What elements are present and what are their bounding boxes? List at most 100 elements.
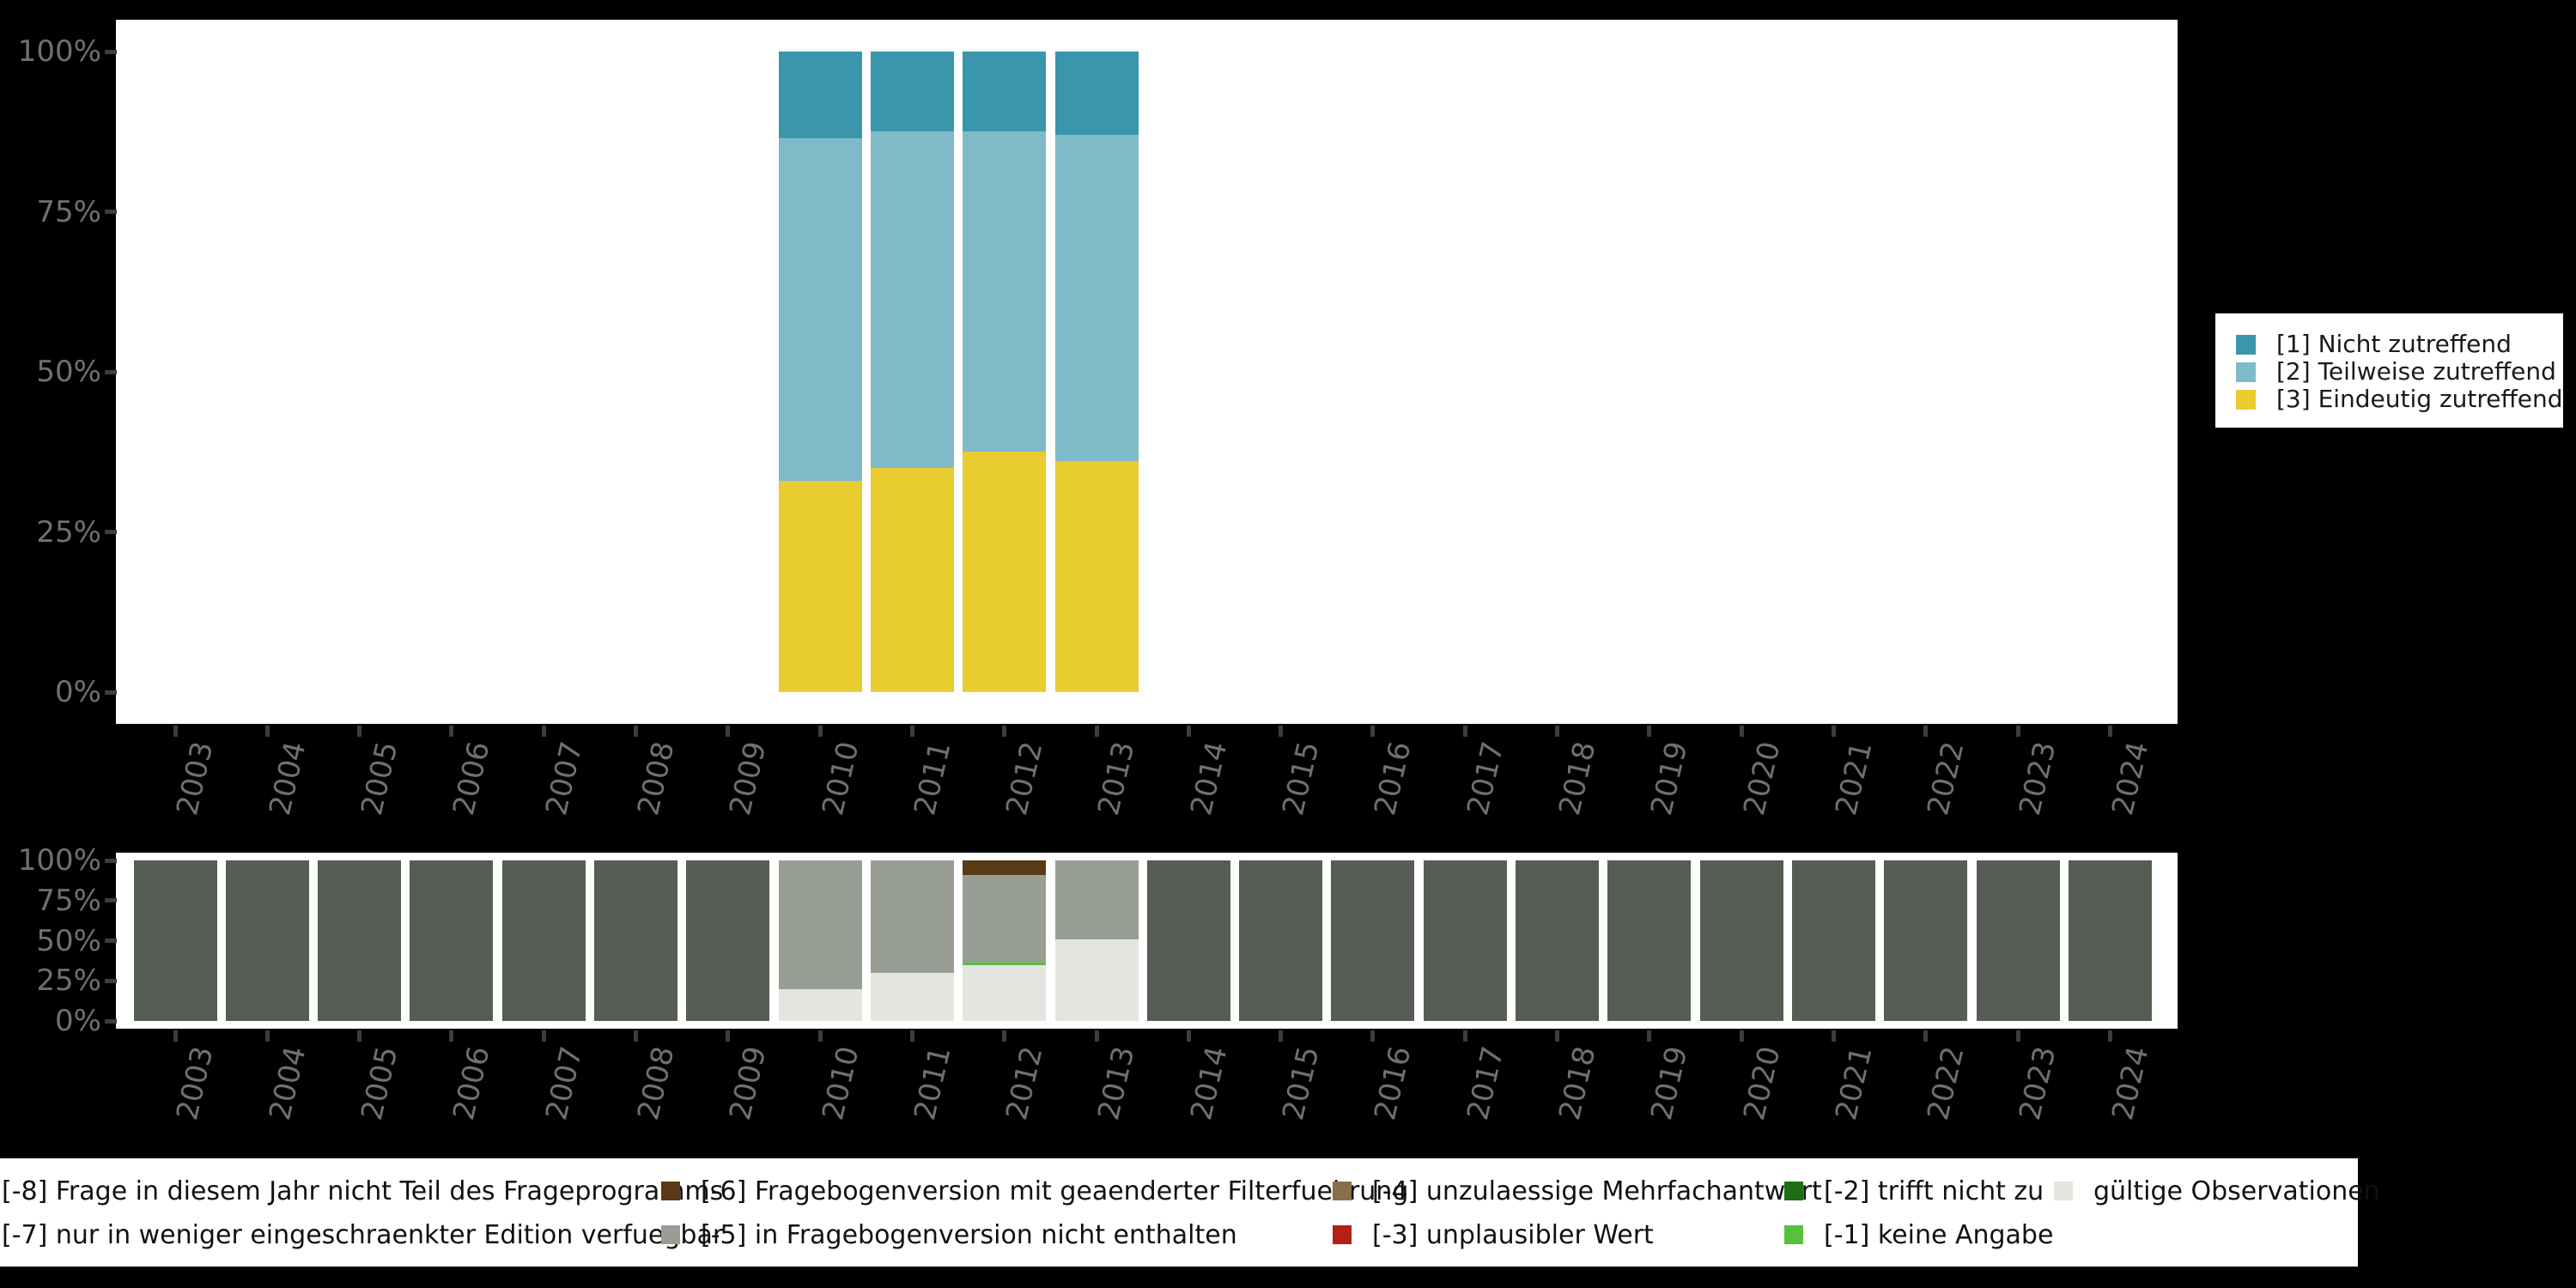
bottom-chart-y-tick-label: 0% [55,1004,101,1038]
bottom-chart-y-tick-label: 100% [17,843,101,878]
top-chart-x-tick [173,726,178,737]
missing-legend-swatch [661,1225,680,1244]
missing-legend-swatch [1333,1225,1352,1244]
bottom-chart-x-tick-label: 2016 [1368,1043,1419,1124]
top-chart-x-tick-label: 2020 [1736,738,1788,819]
top-chart-x-tick-label: 2010 [815,738,866,819]
top-chart-x-tick [1739,726,1744,737]
bottom-chart-x-tick-label: 2010 [815,1043,866,1124]
missing-legend-item: [-7] nur in weniger eingeschraenkter Edi… [2,1218,723,1252]
missing-legend-label: [-5] in Fragebogenversion nicht enthalte… [701,1219,1237,1250]
missing-legend-swatch [1784,1182,1803,1200]
missing-legend-label: [-2] trifft nicht zu [1824,1176,2044,1206]
bar-segment-2006 [410,860,494,1021]
bottom-chart-x-tick [173,1030,178,1042]
bottom-chart-x-tick [1002,1030,1007,1042]
bar-segment-2010 [778,988,862,1021]
top-chart-x-tick-label: 2007 [538,738,590,819]
bar-segment-2011 [870,467,954,692]
top-chart-x-tick-label: 2014 [1183,738,1235,819]
missing-legend-item: [-5] in Fragebogenversion nicht enthalte… [661,1218,1237,1252]
bottom-chart-x-tick [817,1030,823,1042]
top-chart-x-tick-label: 2024 [2105,738,2156,819]
top-chart-x-tick-label: 2016 [1368,738,1419,819]
top-chart-x-tick-label: 2006 [447,738,497,819]
top-chart-x-tick [357,726,362,737]
bottom-chart-x-tick [1370,1030,1376,1042]
bar-segment-2013 [1054,52,1139,135]
legend-item: [2] Teilweise zutreffend [2236,358,2563,386]
bar-segment-2010 [778,52,862,138]
missing-legend-label: [-3] unplausibler Wert [1372,1219,1654,1250]
bar-segment-2019 [1607,860,1692,1021]
missing-legend-item: [-8] Frage in diesem Jahr nicht Teil des… [2,1174,723,1208]
missing-legend-item: [-3] unplausibler Wert [1333,1218,1654,1252]
missing-legend-swatch [2054,1182,2073,1200]
bottom-chart-x-tick [909,1030,914,1042]
bottom-chart-x-tick-label: 2023 [2013,1043,2063,1124]
top-chart-x-tick-label: 2023 [2013,738,2063,819]
bar-segment-2013 [1054,939,1139,1021]
top-chart-x-tick-label: 2003 [170,738,221,819]
top-chart-x-tick-label: 2015 [1276,738,1327,819]
bottom-chart-y-tick [105,898,117,903]
bottom-chart-x-tick-label: 2021 [1828,1043,1880,1124]
bar-segment-2011 [870,860,954,973]
bottom-chart-x-tick-label: 2011 [907,1043,958,1124]
missing-legend-swatch [1784,1225,1803,1244]
bar-segment-2023 [1976,860,2060,1021]
bar-segment-2012 [963,860,1047,875]
bar-segment-2013 [1054,461,1139,692]
top-chart-x-tick [726,726,731,737]
top-chart-x-tick [2015,726,2020,737]
top-chart-x-tick-label: 2005 [355,738,405,819]
legend-item: [3] Eindeutig zutreffend [2236,386,2563,413]
bottom-chart-x-tick-label: 2017 [1460,1043,1511,1124]
bar-segment-2014 [1146,860,1230,1021]
top-chart-y-tick-label: 50% [36,355,101,389]
top-chart-x-tick [1370,726,1376,737]
top-chart-y-tick [105,49,117,54]
bottom-chart-x-tick-label: 2004 [262,1043,313,1124]
top-chart-x-tick [1094,726,1099,737]
bottom-chart-x-tick-label: 2008 [631,1043,682,1124]
bottom-chart-x-tick-label: 2024 [2105,1043,2156,1124]
missing-legend-item: [-4] unzulaessige Mehrfachantwort [1333,1174,1822,1208]
bottom-chart-x-tick [541,1030,546,1042]
legend-swatch [2236,334,2256,355]
bottom-chart-x-tick [2107,1030,2112,1042]
bar-segment-2012 [963,962,1047,965]
bottom-chart-x-tick-label: 2014 [1183,1043,1235,1124]
top-chart-y-tick-label: 75% [36,194,101,229]
legend-swatch [2236,389,2256,410]
bar-segment-2018 [1516,860,1599,1021]
legend-label: [1] Nicht zutreffend [2276,330,2512,358]
top-chart-x-tick [1831,726,1836,737]
top-chart-y-tick-label: 25% [36,514,101,550]
top-chart-x-tick [1647,726,1652,737]
bottom-chart-x-tick-label: 2019 [1644,1043,1695,1124]
missing-legend-label: [-6] Fragebogenversion mit geaenderter F… [701,1176,1409,1206]
bar-segment-2010 [778,860,862,989]
bottom-chart-x-tick-label: 2007 [538,1043,590,1124]
bottom-chart-x-tick [449,1030,454,1042]
missing-legend-item: [-1] keine Angabe [1784,1218,2053,1252]
bottom-chart-x-tick [1831,1030,1836,1042]
top-chart-x-tick-label: 2009 [723,738,774,819]
bar-segment-2012 [963,874,1047,963]
top-chart-y-tick [105,530,117,534]
bar-segment-2012 [963,52,1047,132]
top-chart-x-tick [1186,726,1191,737]
bar-segment-2007 [501,860,586,1021]
legend-item: [1] Nicht zutreffend [2236,331,2563,358]
legend-label: [2] Teilweise zutreffend [2276,357,2556,386]
top-chart-x-tick [1923,726,1929,737]
bar-segment-2015 [1239,860,1323,1021]
top-chart-y-tick-label: 100% [17,34,101,69]
bottom-chart-x-tick [1186,1030,1191,1042]
top-chart-x-tick [1555,726,1559,737]
top-chart-x-tick [909,726,914,737]
missing-codes-legend: [-8] Frage in diesem Jahr nicht Teil des… [0,1158,2380,1267]
bottom-chart-x-tick [1094,1030,1099,1042]
bar-segment-2010 [778,137,862,481]
